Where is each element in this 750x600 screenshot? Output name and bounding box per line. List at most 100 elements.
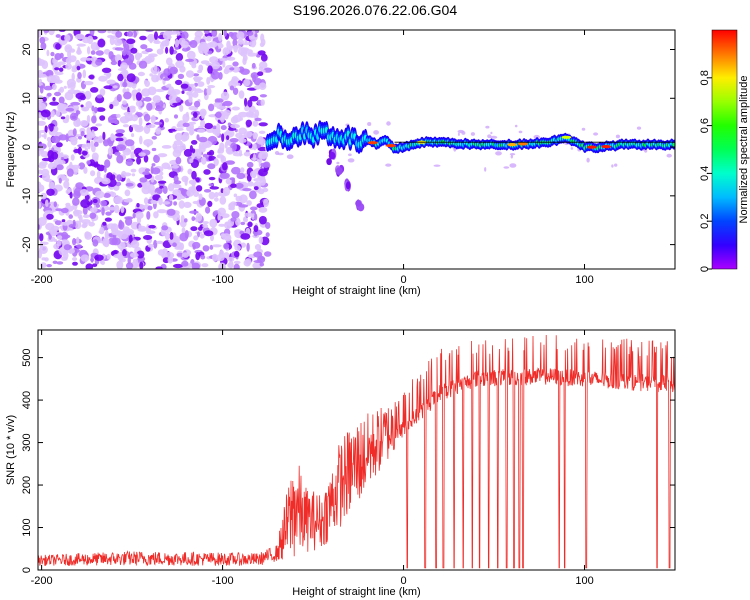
- noise-blob: [147, 243, 155, 248]
- noise-blob: [244, 212, 253, 218]
- noise-blob: [183, 201, 192, 208]
- noise-blob: [198, 136, 208, 143]
- noise-blob: [163, 30, 174, 36]
- noise-blob: [120, 170, 127, 179]
- noise-blob: [78, 136, 82, 140]
- noise-blob: [148, 224, 156, 229]
- noise-blob: [237, 38, 244, 45]
- noise-blob: [242, 42, 251, 46]
- noise-blob: [227, 122, 232, 126]
- noise-blob: [173, 175, 179, 183]
- noise-blob: [103, 166, 107, 173]
- noise-blob: [89, 212, 97, 219]
- noise-blob: [163, 68, 171, 76]
- noise-blob: [202, 140, 213, 148]
- noise-blob: [85, 101, 93, 109]
- x-tick-label: -100: [212, 274, 234, 286]
- noise-blob: [38, 217, 47, 226]
- noise-blob: [90, 50, 96, 55]
- figure-title: S196.2026.076.22.06.G04: [293, 2, 457, 18]
- x-tick-label: 100: [575, 274, 593, 286]
- noise-blob: [38, 82, 43, 87]
- noise-blob: [169, 66, 178, 75]
- noise-blob: [154, 174, 164, 181]
- x-axis-label: Height of straight line (km): [292, 586, 420, 598]
- noise-blob: [47, 140, 52, 148]
- noise-blob: [193, 235, 199, 241]
- noise-blob: [174, 132, 183, 141]
- noise-blob: [114, 151, 121, 156]
- noise-blob: [200, 119, 206, 128]
- noise-blob: [71, 67, 78, 73]
- noise-blob: [91, 152, 99, 161]
- noise-blob: [166, 57, 173, 66]
- noise-blob: [208, 103, 215, 112]
- noise-blob: [128, 62, 137, 70]
- noise-blob: [64, 91, 74, 101]
- scatter-blob: [593, 132, 599, 136]
- noise-blob: [108, 237, 118, 246]
- noise-blob: [220, 91, 230, 101]
- noise-blob: [211, 61, 221, 70]
- noise-blob: [139, 35, 147, 41]
- noise-blob: [171, 164, 179, 169]
- noise-blob: [65, 107, 75, 112]
- noise-blob: [91, 115, 97, 124]
- noise-blob: [159, 185, 164, 189]
- noise-blob: [235, 82, 241, 86]
- noise-blob: [103, 139, 109, 147]
- noise-blob: [189, 158, 194, 164]
- noise-blob: [215, 111, 222, 119]
- noise-blob: [147, 184, 155, 193]
- noise-blob: [106, 253, 111, 260]
- noise-blob: [128, 234, 133, 243]
- noise-blob: [40, 192, 47, 200]
- noise-blob: [104, 217, 112, 222]
- noise-blob: [52, 97, 56, 102]
- noise-blob: [253, 251, 263, 258]
- noise-blob: [201, 111, 205, 120]
- noise-blob: [55, 110, 61, 117]
- noise-blob: [252, 153, 257, 163]
- noise-blob: [103, 193, 111, 198]
- noise-blob: [116, 154, 124, 164]
- noise-blob: [41, 168, 50, 177]
- noise-blob: [156, 240, 164, 245]
- noise-blob: [54, 91, 61, 97]
- scatter-blob: [485, 125, 490, 129]
- noise-blob: [214, 192, 219, 198]
- noise-blob: [84, 231, 91, 239]
- noise-blob: [263, 198, 269, 208]
- noise-blob: [230, 183, 237, 189]
- noise-blob: [73, 148, 82, 154]
- noise-blob: [231, 166, 241, 175]
- noise-blob: [207, 50, 213, 55]
- noise-blob: [131, 82, 137, 89]
- tail-blob: [355, 199, 362, 207]
- noise-blob: [69, 82, 76, 90]
- noise-blob: [153, 239, 158, 249]
- noise-blob: [136, 250, 145, 259]
- noise-blob: [202, 153, 208, 158]
- noise-blob: [202, 41, 207, 49]
- colorbar-tick-label: 0: [699, 266, 711, 272]
- noise-blob: [237, 47, 247, 56]
- noise-blob: [203, 189, 212, 193]
- scatter-blob: [636, 126, 642, 130]
- noise-blob: [245, 111, 254, 117]
- noise-blob: [246, 31, 254, 36]
- noise-blob: [242, 188, 252, 192]
- noise-blob: [164, 232, 170, 241]
- noise-blob: [157, 249, 165, 256]
- noise-blob: [113, 38, 123, 46]
- noise-blob: [241, 138, 247, 143]
- noise-blob: [77, 72, 82, 79]
- noise-blob: [180, 83, 189, 89]
- noise-blob: [242, 57, 247, 65]
- noise-blob: [172, 189, 182, 196]
- noise-blob: [48, 181, 55, 190]
- noise-blob: [264, 251, 272, 257]
- scatter-blob: [510, 154, 513, 159]
- noise-blob: [208, 183, 214, 187]
- noise-blob: [97, 38, 106, 48]
